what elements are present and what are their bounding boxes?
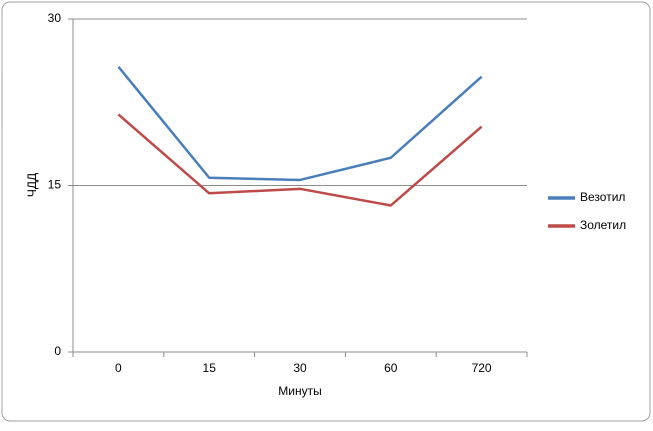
x-tick-label: 15 <box>203 361 217 375</box>
x-tick-label: 720 <box>472 361 492 375</box>
x-axis-label: Минуты <box>278 384 321 398</box>
series-line <box>117 113 483 207</box>
legend-label: Везотил <box>580 190 625 204</box>
y-tick-label: 30 <box>48 11 62 25</box>
x-tick-label: 0 <box>115 361 122 375</box>
legend-label: Золетил <box>580 218 626 232</box>
x-tick-label: 60 <box>384 361 398 375</box>
x-tick-label: 30 <box>293 361 307 375</box>
y-tick-label: 0 <box>54 344 61 358</box>
chart-border <box>1 1 651 422</box>
y-axis-label: ЧДД <box>25 173 39 197</box>
y-tick-label: 15 <box>48 178 62 192</box>
series-line <box>117 65 483 182</box>
